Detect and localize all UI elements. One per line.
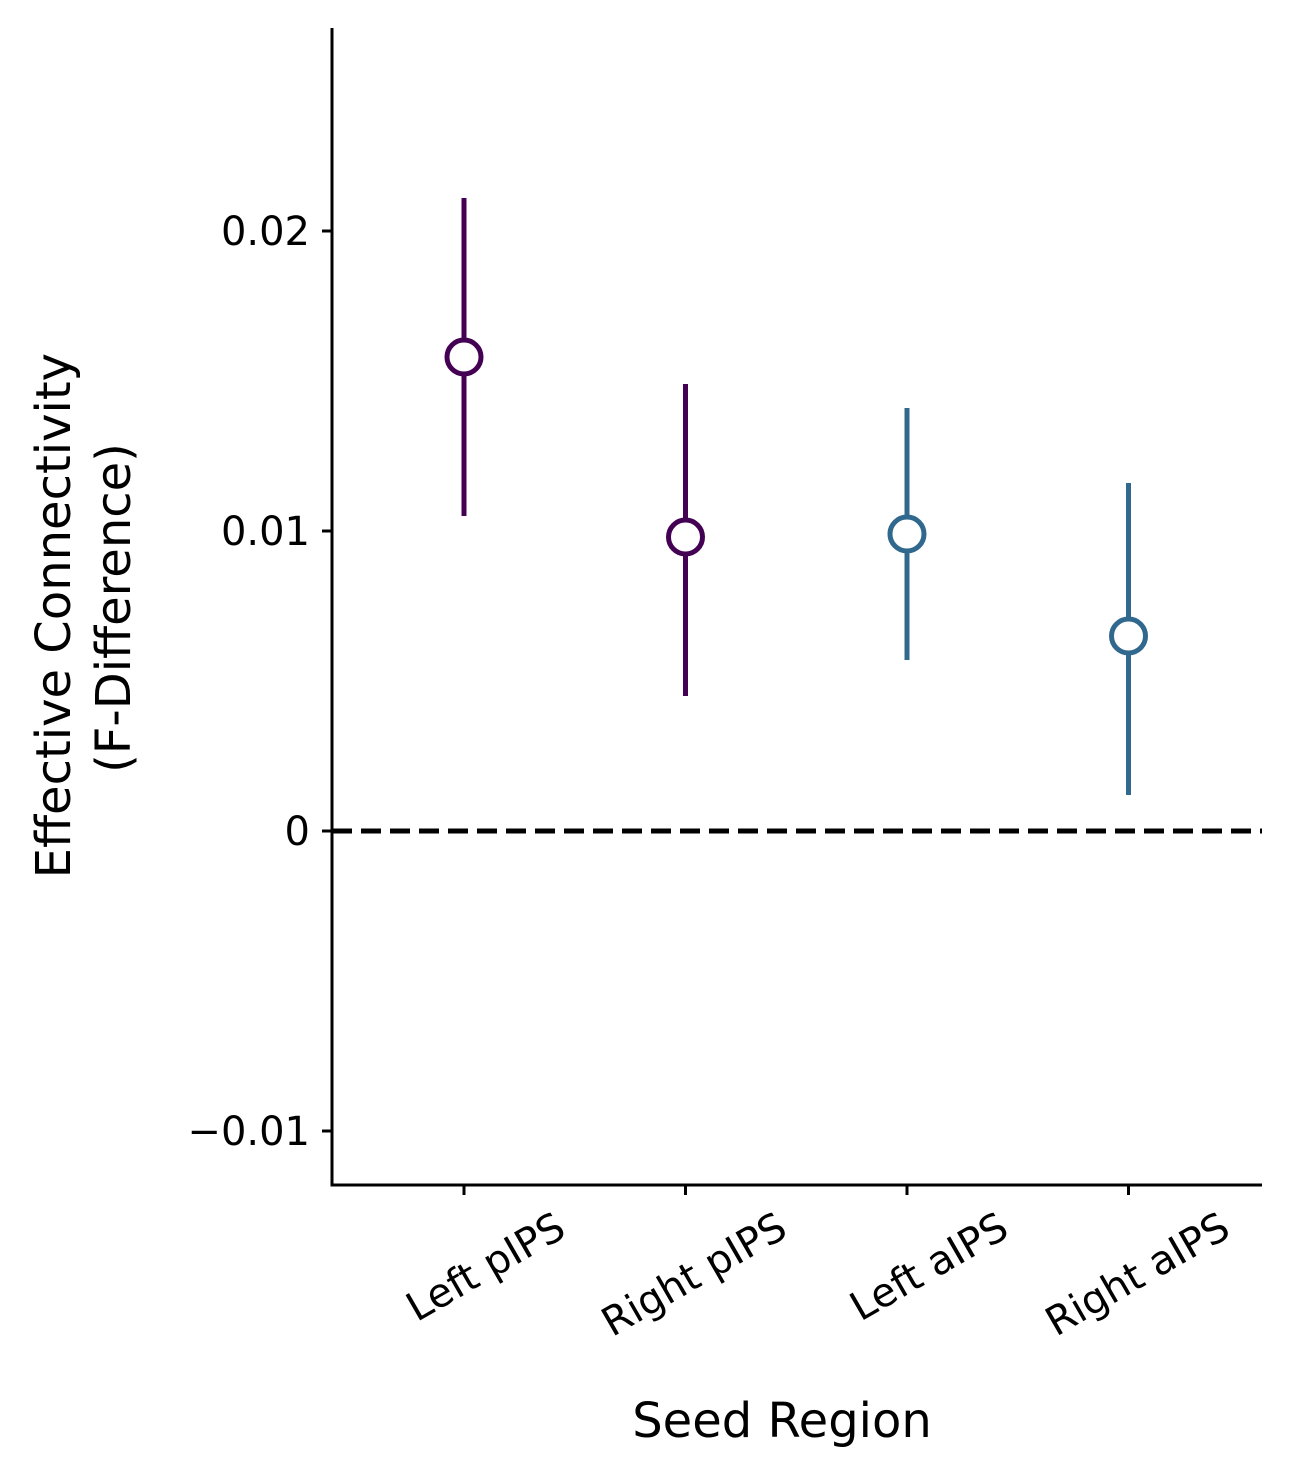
x-tick-label: Right pIPS: [594, 1204, 794, 1346]
axes: −0.01 0 0.01 0.02 Left pIPS Right pIPS Left aI…: [187, 28, 1262, 1346]
data-point: [444, 337, 484, 377]
y-tick-label: −0.01: [187, 1109, 310, 1155]
chart-marks: [332, 198, 1262, 834]
x-tick-label: Right aIPS: [1038, 1204, 1238, 1346]
y-tick-label: 0.01: [221, 509, 310, 555]
y-tick-label: 0.02: [221, 209, 310, 255]
x-axis-title: Seed Region: [632, 1393, 932, 1449]
y-axis-title-line-1: Effective Connectivity: [26, 353, 82, 878]
data-point: [666, 517, 705, 557]
data-point: [1109, 616, 1148, 656]
y-axis-title: Effective Connectivity (F-Difference): [26, 338, 142, 879]
y-axis-title-line-2: (F-Difference): [86, 443, 142, 773]
data-point: [887, 514, 927, 554]
x-tick-label: Left pIPS: [399, 1204, 573, 1331]
y-tick-label: 0: [285, 809, 310, 855]
x-tick-label: Left aIPS: [842, 1204, 1016, 1331]
